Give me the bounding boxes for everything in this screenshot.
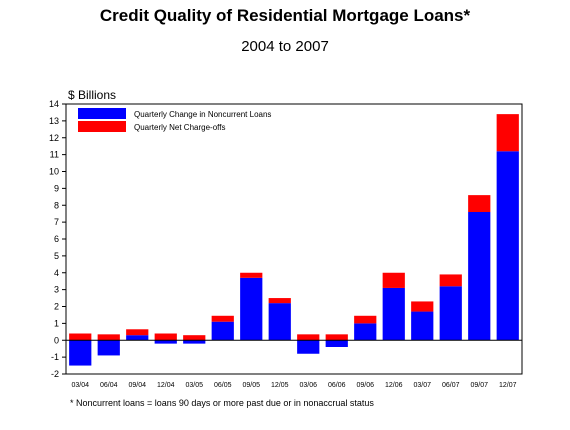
bar-net-chargeoffs <box>411 301 434 312</box>
bar-net-chargeoffs <box>496 114 519 152</box>
bar-noncurrent-change <box>240 277 263 341</box>
bar-noncurrent-change <box>69 340 92 366</box>
bar-noncurrent-change <box>325 340 348 347</box>
x-tick-label: 12/04 <box>157 382 175 389</box>
bar-noncurrent-change <box>354 323 377 341</box>
bar-noncurrent-change <box>154 340 177 344</box>
x-tick-label: 03/06 <box>299 382 317 389</box>
y-axis-label: $ Billions <box>68 88 117 102</box>
y-tick-label: -2 <box>51 369 59 379</box>
bar-net-chargeoffs <box>154 333 177 341</box>
bar-noncurrent-change <box>97 340 120 356</box>
y-tick-label: 10 <box>49 167 59 177</box>
bar-noncurrent-change <box>382 287 405 341</box>
y-tick-label: 3 <box>54 285 59 295</box>
x-tick-label: 03/07 <box>413 382 431 389</box>
x-tick-label: 09/06 <box>356 382 374 389</box>
bar-noncurrent-change <box>297 340 320 354</box>
y-tick-label: 12 <box>49 133 59 143</box>
bar-net-chargeoffs <box>325 334 348 341</box>
y-tick-label: 9 <box>54 183 59 193</box>
bar-noncurrent-change <box>183 340 206 344</box>
y-tick-label: 13 <box>49 116 59 126</box>
bar-net-chargeoffs <box>126 329 149 336</box>
y-tick-label: 4 <box>54 268 59 278</box>
y-tick-label: -1 <box>51 352 59 362</box>
chart-title: Credit Quality of Residential Mortgage L… <box>99 6 471 25</box>
x-tick-label: 09/05 <box>242 382 260 389</box>
y-tick-label: 5 <box>54 251 59 261</box>
x-tick-label: 06/07 <box>442 382 460 389</box>
bar-noncurrent-change <box>411 311 434 341</box>
legend-swatch <box>78 108 126 119</box>
x-tick-label: 03/05 <box>185 382 203 389</box>
chart-subtitle: 2004 to 2007 <box>241 38 329 55</box>
y-tick-label: 2 <box>54 302 59 312</box>
bar-net-chargeoffs <box>439 274 462 287</box>
x-tick-label: 12/06 <box>385 382 403 389</box>
x-tick-label: 06/06 <box>328 382 346 389</box>
y-tick-label: 0 <box>54 335 59 345</box>
bar-noncurrent-change <box>496 151 519 341</box>
x-tick-label: 12/05 <box>271 382 289 389</box>
bar-net-chargeoffs <box>297 334 320 341</box>
bar-net-chargeoffs <box>183 335 206 341</box>
x-tick-label: 12/07 <box>499 382 517 389</box>
bar-net-chargeoffs <box>268 298 291 304</box>
x-tick-label: 09/04 <box>128 382 146 389</box>
bar-noncurrent-change <box>439 286 462 341</box>
y-tick-label: 14 <box>49 99 59 109</box>
bar-noncurrent-change <box>211 321 234 341</box>
bar-net-chargeoffs <box>468 195 491 212</box>
bar-net-chargeoffs <box>97 334 120 341</box>
x-tick-label: 06/04 <box>100 382 118 389</box>
y-tick-label: 1 <box>54 318 59 328</box>
x-tick-label: 09/07 <box>470 382 488 389</box>
bar-net-chargeoffs <box>382 272 405 288</box>
bar-net-chargeoffs <box>211 315 234 322</box>
footnote: * Noncurrent loans = loans 90 days or mo… <box>70 398 374 408</box>
y-tick-label: 7 <box>54 217 59 227</box>
x-tick-label: 03/04 <box>71 382 89 389</box>
bar-net-chargeoffs <box>69 333 92 341</box>
y-tick-label: 6 <box>54 234 59 244</box>
bar-noncurrent-change <box>126 335 149 341</box>
bar-net-chargeoffs <box>240 272 263 278</box>
bar-noncurrent-change <box>268 303 291 341</box>
legend-label: Quarterly Change in Noncurrent Loans <box>134 110 271 119</box>
bar-noncurrent-change <box>468 212 491 341</box>
x-tick-label: 06/05 <box>214 382 232 389</box>
y-tick-label: 8 <box>54 200 59 210</box>
y-tick-label: 11 <box>50 150 59 160</box>
legend-swatch <box>78 121 126 132</box>
legend-label: Quarterly Net Charge-offs <box>134 123 225 132</box>
bar-net-chargeoffs <box>354 315 377 324</box>
